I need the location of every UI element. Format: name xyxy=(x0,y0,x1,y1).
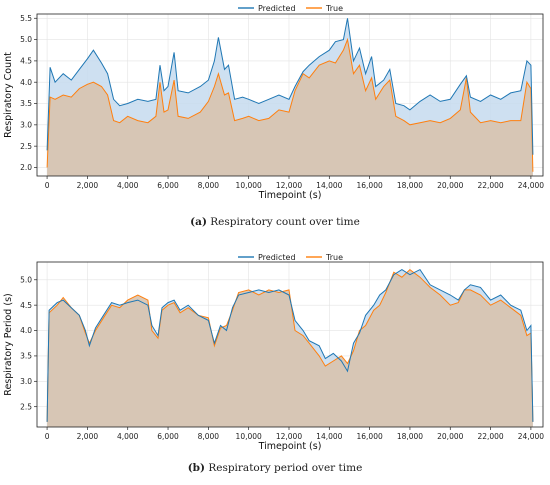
x-axis-label: Timepoint (s) xyxy=(258,441,322,452)
x-tick-label: 12,000 xyxy=(276,432,302,441)
legend-true-label: True xyxy=(325,253,343,262)
y-tick-label: 4.5 xyxy=(20,301,32,310)
x-tick-label: 24,000 xyxy=(518,432,544,441)
chart-1: 0 2,000 4,000 6,000 8,000 10,000 12,000 14,000 1… xyxy=(3,253,544,452)
x-axis-label: Timepoint (s) xyxy=(258,190,322,201)
legend-predicted-label: Predicted xyxy=(258,253,296,262)
y-tick-label: 3.5 xyxy=(20,352,32,361)
x-tick-label: 4,000 xyxy=(117,181,139,190)
x-tick-label: 2,000 xyxy=(77,181,99,190)
x-tick-label: 20,000 xyxy=(437,432,463,441)
predicted-line xyxy=(46,268,534,422)
y-axis-label: Respiratory Period (s) xyxy=(3,293,14,395)
y-tick-label: 3.5 xyxy=(20,99,32,108)
x-tick-label: 2,000 xyxy=(77,432,99,441)
x-tick-label: 8,000 xyxy=(198,432,220,441)
x-tick-label: 16,000 xyxy=(357,432,383,441)
x-tick-label: 16,000 xyxy=(357,181,383,190)
y-tick-label: 2.5 xyxy=(20,142,32,151)
caption-b-tag: (b) xyxy=(187,462,205,474)
x-tick-label: 4,000 xyxy=(117,432,139,441)
x-tick-label: 14,000 xyxy=(316,181,342,190)
y-tick-label: 4.0 xyxy=(20,78,32,87)
x-tick-label: 22,000 xyxy=(477,181,503,190)
y-tick-label: 3.0 xyxy=(20,377,32,386)
x-tick-label: 12,000 xyxy=(276,181,302,190)
y-tick-label: 2.5 xyxy=(20,402,32,411)
x-tick-label: 8,000 xyxy=(198,181,220,190)
plot-frame xyxy=(36,261,544,428)
y-tick-label: 5.0 xyxy=(20,35,32,44)
y-tick-label: 4.5 xyxy=(20,56,32,65)
x-tick-label: 24,000 xyxy=(518,181,544,190)
true-area xyxy=(47,269,533,427)
x-tick-label: 22,000 xyxy=(477,432,503,441)
caption-b-text: Respiratory period over time xyxy=(208,462,363,474)
x-tick-label: 6,000 xyxy=(157,181,179,190)
x-tick-label: 14,000 xyxy=(316,432,342,441)
x-tick-label: 20,000 xyxy=(437,181,463,190)
y-tick-label: 5.0 xyxy=(20,275,32,284)
y-tick-label: 5.5 xyxy=(20,14,32,23)
y-tick-label: 2.0 xyxy=(20,163,32,172)
x-tick-label: 6,000 xyxy=(157,432,179,441)
x-tick-label: 18,000 xyxy=(397,432,423,441)
y-tick-label: 4.0 xyxy=(20,326,32,335)
x-tick-label: 0 xyxy=(45,432,50,441)
x-tick-label: 0 xyxy=(45,181,50,190)
caption-a-tag: (a) xyxy=(190,216,207,228)
y-axis-label: Respiratory Count xyxy=(3,52,14,138)
x-tick-label: 18,000 xyxy=(397,181,423,190)
x-tick-label: 10,000 xyxy=(236,181,262,190)
legend-true-label: True xyxy=(325,4,343,13)
x-tick-label: 10,000 xyxy=(236,432,262,441)
chart-0: 0 2,000 4,000 6,000 8,000 10,000 12,000 14,000 1… xyxy=(3,4,544,201)
true-area xyxy=(47,39,533,176)
true-line xyxy=(46,37,534,172)
true-line xyxy=(46,268,534,422)
predicted-line xyxy=(46,18,534,155)
y-tick-label: 3.0 xyxy=(20,120,32,129)
caption-b: (b) Respiratory period over time xyxy=(0,462,550,474)
caption-a: (a) Respiratory count over time xyxy=(0,216,550,228)
legend-predicted-label: Predicted xyxy=(258,4,296,13)
plot-frame xyxy=(36,13,544,177)
caption-a-text: Respiratory count over time xyxy=(210,216,360,228)
